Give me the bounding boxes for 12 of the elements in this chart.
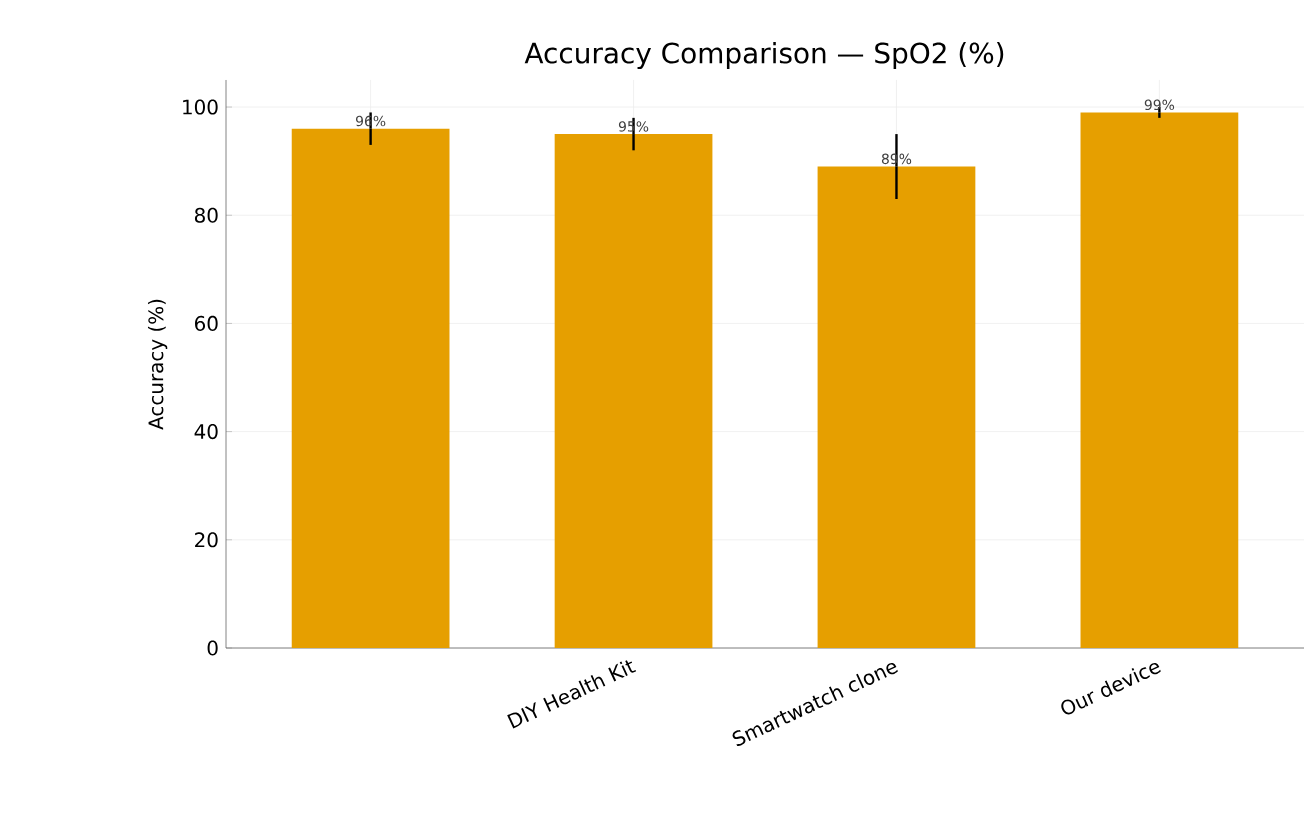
y-tick-label: 0 bbox=[207, 640, 218, 656]
chart-title: Accuracy Comparison — SpO2 (%) bbox=[524, 42, 1004, 70]
y-tick-label: 20 bbox=[195, 532, 218, 548]
y-tick-label: 100 bbox=[183, 99, 218, 115]
y-tick-label: 80 bbox=[194, 207, 218, 223]
bar bbox=[291, 128, 450, 648]
bar bbox=[554, 134, 713, 648]
y-axis-title: Accuracy (%) bbox=[147, 299, 168, 430]
bar bbox=[817, 166, 976, 648]
y-tick-label: 60 bbox=[195, 315, 218, 331]
y-tick-label: 40 bbox=[194, 424, 218, 440]
bar bbox=[1080, 112, 1239, 648]
